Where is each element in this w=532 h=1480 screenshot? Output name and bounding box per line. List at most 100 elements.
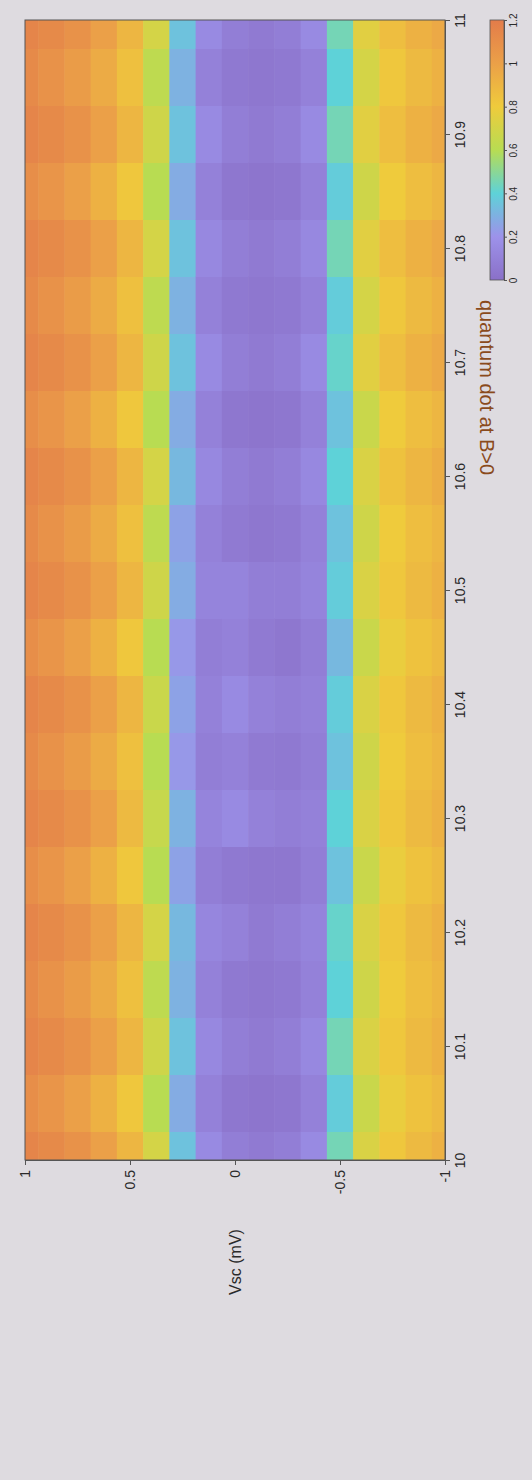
heatmap-cell: [38, 847, 65, 905]
tick: 0: [504, 277, 519, 283]
heatmap-cell: [379, 1018, 406, 1076]
tick-label: 10.9: [452, 121, 468, 148]
heatmap-cell: [91, 961, 118, 1019]
tick: 0.2: [504, 230, 519, 244]
heatmap-cell: [38, 790, 65, 848]
heatmap-cell: [91, 1018, 118, 1076]
heatmap-cell: [196, 277, 223, 335]
heatmap-cell: [169, 1132, 196, 1161]
tick: 1: [17, 1160, 33, 1178]
heatmap-cell: [169, 106, 196, 164]
heatmap-cell: [169, 619, 196, 677]
heatmap-cell: [117, 1018, 144, 1076]
heatmap-cell: [169, 277, 196, 335]
heatmap-cell: [274, 505, 301, 563]
heatmap-cell: [143, 562, 170, 620]
heatmap-cell: [379, 676, 406, 734]
heatmap-cell: [91, 448, 118, 506]
heatmap-cell: [143, 1132, 170, 1161]
heatmap-cell: [38, 904, 65, 962]
tick-mark: [445, 818, 450, 819]
heatmap-cell: [38, 334, 65, 392]
tick: 11: [445, 13, 468, 28]
heatmap-cell: [406, 847, 433, 905]
heatmap-cell: [222, 391, 249, 449]
heatmap-cell: [38, 49, 65, 107]
heatmap-cell: [91, 1075, 118, 1133]
heatmap-cell: [274, 448, 301, 506]
heatmap-cell: [196, 904, 223, 962]
heatmap-cell: [117, 20, 144, 49]
tick-label: 10.7: [452, 349, 468, 376]
heatmap-cell: [196, 334, 223, 392]
heatmap-cell: [64, 163, 91, 221]
heatmap-cell: [117, 106, 144, 164]
heatmap-cell: [196, 847, 223, 905]
heatmap-cell: [64, 562, 91, 620]
heatmap-cell: [406, 619, 433, 677]
heatmap-cell: [274, 847, 301, 905]
heatmap-cell: [143, 961, 170, 1019]
heatmap-cell: [432, 163, 445, 221]
heatmap-cell: [196, 106, 223, 164]
heatmap-cell: [406, 220, 433, 278]
heatmap-cell: [196, 505, 223, 563]
tick-label: 1: [17, 1170, 33, 1178]
heatmap-cell: [432, 904, 445, 962]
heatmap-cell: [169, 1075, 196, 1133]
heatmap-cell: [379, 562, 406, 620]
heatmap-cell: [248, 49, 275, 107]
heatmap-cell: [117, 562, 144, 620]
heatmap-cell: [222, 733, 249, 791]
plot-frame: [25, 20, 445, 1160]
heatmap-cell: [432, 334, 445, 392]
tick-mark: [445, 134, 450, 135]
heatmap-cell: [432, 1018, 445, 1076]
heatmap-cell: [64, 961, 91, 1019]
heatmap-cell: [301, 676, 328, 734]
tick-label: 1: [508, 61, 519, 67]
heatmap-cell: [117, 1075, 144, 1133]
heatmap-cell: [248, 562, 275, 620]
tick-label: 0.8: [508, 100, 519, 114]
heatmap-cell: [301, 961, 328, 1019]
heatmap-cell: [91, 847, 118, 905]
heatmap-cell: [117, 1132, 144, 1161]
heatmap-cell: [301, 277, 328, 335]
heatmap-cell: [406, 1018, 433, 1076]
tick-label: 11: [452, 13, 468, 28]
heatmap-cell: [196, 733, 223, 791]
heatmap-cell: [248, 1018, 275, 1076]
heatmap-cell: [353, 733, 380, 791]
heatmap-cell: [64, 733, 91, 791]
tick: 10.1: [445, 1033, 468, 1060]
tick-mark: [130, 1160, 131, 1165]
heatmap-cell: [222, 847, 249, 905]
heatmap-cell: [327, 20, 354, 49]
heatmap-cell: [38, 1075, 65, 1133]
heatmap-cell: [222, 619, 249, 677]
heatmap-cell: [353, 562, 380, 620]
heatmap-cell: [38, 220, 65, 278]
heatmap-cell: [301, 790, 328, 848]
tick-label: 10.1: [452, 1033, 468, 1060]
heatmap-cell: [169, 904, 196, 962]
heatmap-cell: [248, 676, 275, 734]
heatmap-cell: [222, 163, 249, 221]
tick-mark: [445, 20, 450, 21]
heatmap-cell: [379, 1132, 406, 1161]
heatmap-cell: [353, 20, 380, 49]
heatmap-cell: [301, 1132, 328, 1161]
heatmap-cell: [327, 1132, 354, 1161]
heatmap-cell: [169, 391, 196, 449]
heatmap-cell: [222, 1018, 249, 1076]
heatmap-cell: [91, 20, 118, 49]
heatmap-cell: [196, 391, 223, 449]
heatmap-cell: [248, 334, 275, 392]
heatmap-cell: [248, 904, 275, 962]
tick: 10.4: [445, 691, 468, 718]
heatmap-cell: [117, 49, 144, 107]
heatmap-cell: [91, 391, 118, 449]
heatmap-cell: [117, 733, 144, 791]
heatmap-cell: [406, 790, 433, 848]
